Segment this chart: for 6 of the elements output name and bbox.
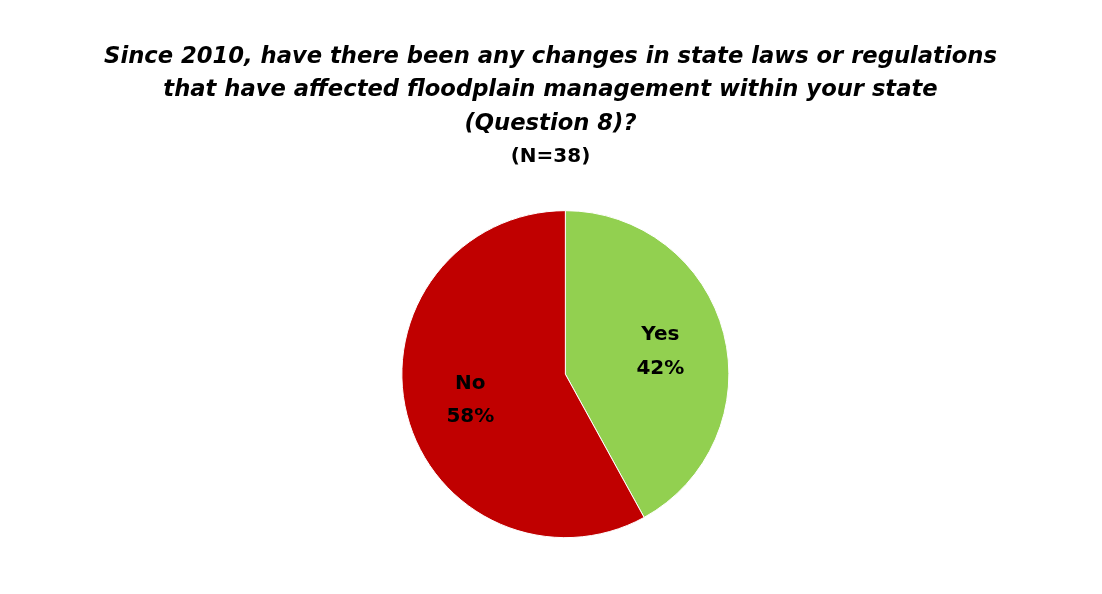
chart-title: Since 2010, have there been any changes in state laws or regulations that have affected floodplain management within your state (Question 8)?	[104, 41, 997, 135]
slice-label: No	[455, 369, 486, 394]
slice-label: Yes	[640, 321, 680, 346]
chart-subtitle: (N=38)	[510, 142, 591, 167]
data-label: 58%	[446, 403, 495, 428]
data-label: 42%	[636, 354, 685, 379]
